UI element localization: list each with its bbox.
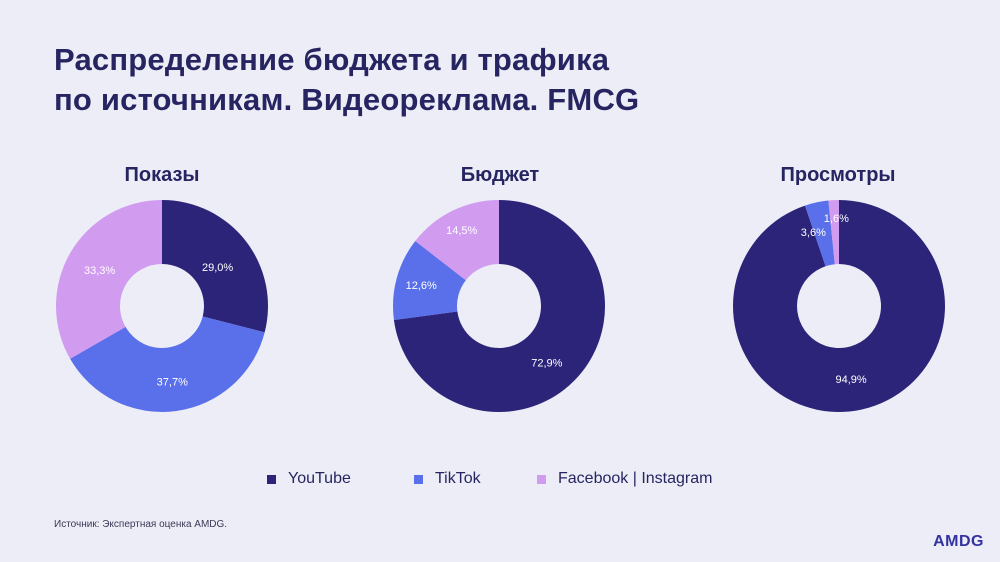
slice-label-youtube: 94,9% [835,374,866,386]
slice-label-youtube: 72,9% [531,358,562,370]
page-title-line-1: Распределение бюджета и трафика [54,42,610,77]
slice-youtube [733,200,945,412]
slice-label-tiktok: 37,7% [157,377,188,389]
legend-label-youtube: YouTube [288,470,351,487]
slice-label-tiktok: 12,6% [406,280,437,292]
slice-facebook-instagram [56,200,162,359]
slice-label-tiktok: 3,6% [801,227,826,239]
legend-item-facebook-instagram: Facebook | Instagram [537,468,712,490]
slice-label-facebook-instagram: 1,6% [824,213,849,225]
slice-youtube [162,200,268,333]
slice-label-facebook-instagram: 14,5% [446,225,477,237]
slice-label-youtube: 29,0% [202,262,233,274]
slice-tiktok [393,241,466,320]
legend-swatch-youtube [267,474,276,484]
page-title: Распределение бюджета и трафика по источ… [54,40,639,120]
donut-chart-budget: 72,9% 12,6% 14,5% [393,200,605,412]
chart-title-views: Просмотры [780,164,896,186]
chart-title-budget: Бюджет [460,164,540,186]
amdg-logo: AMDG [933,533,984,550]
legend-item-tiktok: TikTok [414,468,481,490]
legend-swatch-tiktok [414,474,423,484]
chart-title-impressions: Показы [124,164,200,186]
legend-label-facebook-instagram: Facebook | Instagram [558,470,713,487]
slice-tiktok [70,316,265,412]
page-title-line-2: по источникам. Видеореклама. FMCG [54,82,640,117]
legend-label-tiktok: TikTok [435,470,481,487]
slice-facebook-instagram [415,200,499,281]
donut-chart-views: 94,9% 3,6% 1,6% [733,200,945,412]
donut-chart-impressions: 29,0% 37,7% 33,3% [56,200,268,412]
slice-label-facebook-instagram: 33,3% [84,265,115,277]
legend-swatch-facebook-instagram [537,474,546,484]
slice-youtube [393,200,605,412]
legend-item-youtube: YouTube [267,468,351,490]
slice-facebook-instagram [828,200,839,265]
source-note: Источник: Экспертная оценка AMDG. [54,519,228,530]
slice-tiktok [805,200,835,267]
